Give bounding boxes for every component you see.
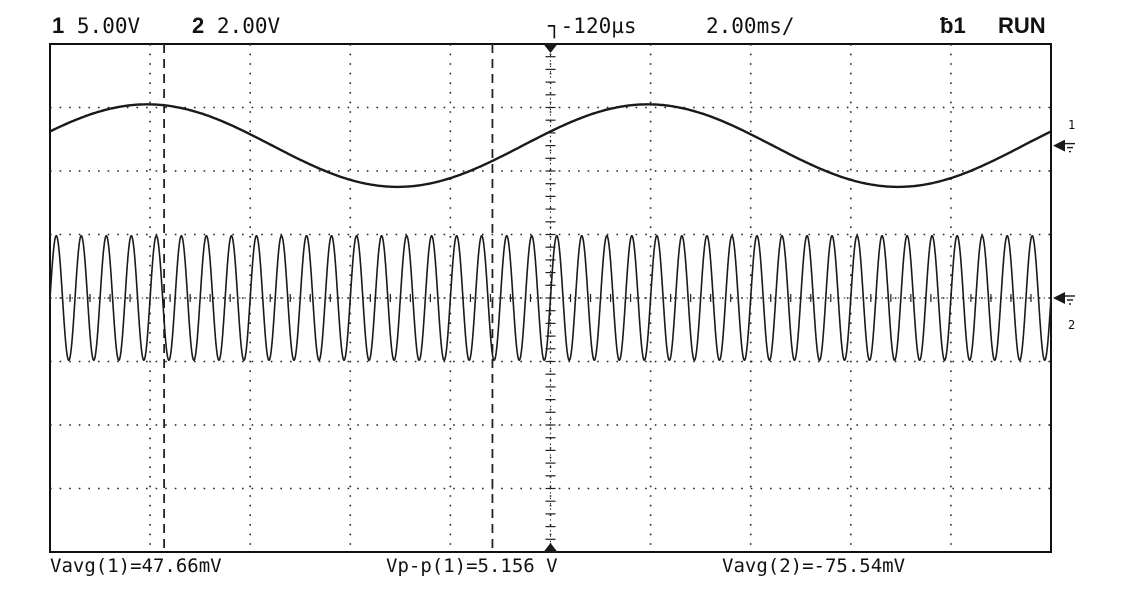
ch1-number: 1 bbox=[52, 13, 65, 38]
trigger-source[interactable]: ƀ1 bbox=[940, 13, 966, 38]
edge-markers bbox=[543, 44, 1075, 552]
ch2-volts-per-div: 2.00V bbox=[216, 14, 281, 38]
cursor-lines bbox=[163, 44, 494, 552]
ch1-volts-per-div: 5.00V bbox=[76, 14, 141, 38]
ground-arrow-icon bbox=[1053, 139, 1065, 152]
delay-readout[interactable]: ┐-120µs bbox=[548, 14, 637, 38]
trigger-point-bottom-icon bbox=[543, 543, 558, 552]
ch2-ground-marker bbox=[1053, 292, 1075, 305]
ch1-waveform bbox=[49, 103, 1052, 189]
trigger-point-top-icon bbox=[543, 44, 558, 53]
ch2-waveform bbox=[49, 234, 1052, 362]
ch2-ground-label: 2 bbox=[1068, 318, 1076, 332]
run-status[interactable]: RUN bbox=[998, 13, 1046, 38]
ground-arrow-icon bbox=[1053, 292, 1065, 304]
ch1-ground-marker bbox=[1053, 139, 1075, 153]
ch1-ground-label: 1 bbox=[1068, 118, 1076, 132]
ch2-scale-readout[interactable]: 2 2.00V bbox=[192, 13, 281, 39]
delay-value: -120µs bbox=[560, 14, 637, 38]
measurement-2: Vp-p(1)=5.156 V bbox=[386, 555, 558, 577]
waveform-traces bbox=[49, 103, 1052, 362]
ch2-number: 2 bbox=[192, 13, 205, 38]
delay-icon: ┐ bbox=[548, 14, 561, 38]
timebase-readout[interactable]: 2.00ms/ bbox=[706, 14, 795, 38]
measurement-3: Vavg(2)=-75.54mV bbox=[722, 555, 906, 577]
ch1-scale-readout[interactable]: 1 5.00V bbox=[52, 13, 141, 39]
measurement-1: Vavg(1)=47.66mV bbox=[50, 555, 222, 577]
